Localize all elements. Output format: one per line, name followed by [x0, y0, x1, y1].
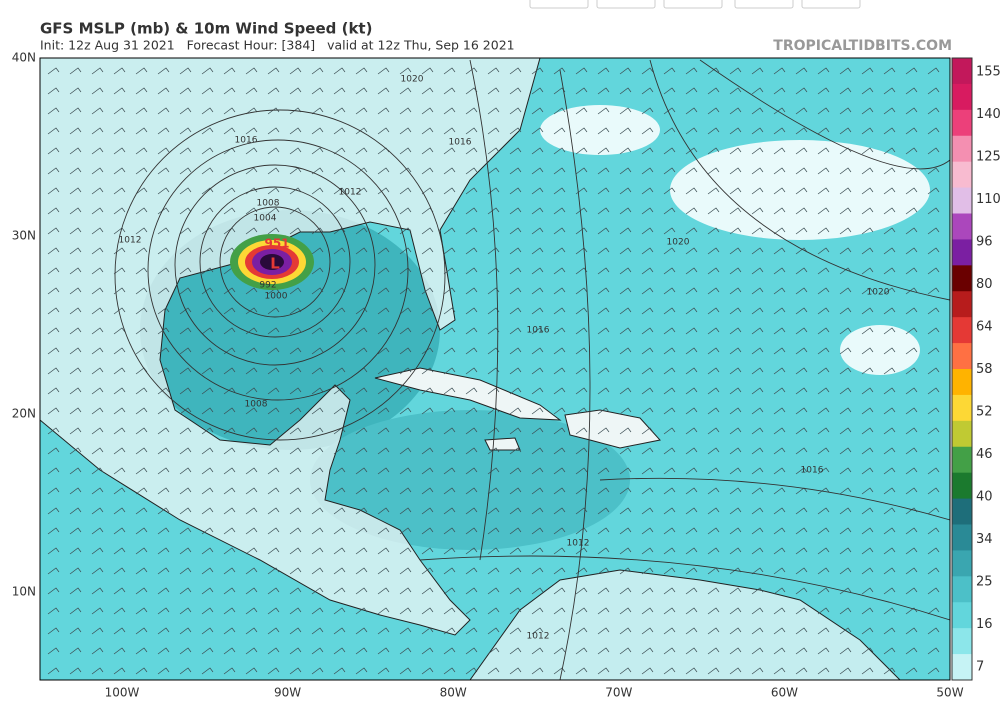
lon-label: 90W: [274, 686, 301, 700]
title: GFS MSLP (mb) & 10m Wind Speed (kt): [40, 20, 372, 38]
subtitle: Init: 12z Aug 31 2021 Forecast Hour: [38…: [40, 38, 515, 53]
isobar-label: 992: [259, 281, 276, 291]
isobar-label: 1016: [801, 466, 824, 476]
isobar-label: 1004: [254, 214, 277, 224]
low-symbol: L: [270, 255, 280, 273]
colorbar-swatch: [952, 187, 972, 214]
map: [40, 58, 950, 680]
colorbar-label: 40: [976, 490, 993, 505]
isobar-label: 1008: [257, 199, 280, 209]
wind-barbs: [40, 58, 950, 680]
colorbar-label: 58: [976, 362, 993, 377]
colorbar-swatch: [952, 369, 972, 396]
isobar-label: 1020: [401, 75, 424, 85]
colorbar-swatch: [952, 317, 972, 344]
lon-label: 60W: [771, 686, 798, 700]
colorbar-swatch: [952, 602, 972, 629]
colorbar-swatch: [952, 472, 972, 500]
button[interactable]: [801, 0, 861, 9]
colorbar-swatch: [952, 239, 972, 266]
colorbar-swatch: [952, 291, 972, 318]
colorbar-swatch: [952, 109, 972, 137]
colorbar-swatch: [952, 135, 972, 163]
site-name: TROPICALTIDBITS.COM: [773, 38, 952, 54]
low-pressure: 951: [264, 237, 289, 251]
isobar-label: 1016: [449, 138, 472, 148]
lon-label: 80W: [440, 686, 467, 700]
colorbar-swatch: [952, 576, 972, 603]
lat-label: 30N: [12, 229, 36, 243]
button[interactable]: [734, 0, 794, 9]
lat-label: 10N: [12, 585, 36, 599]
lon-label: 100W: [105, 686, 140, 700]
lon-label: 70W: [605, 686, 632, 700]
colorbar-label: 125: [976, 150, 1000, 165]
hurricane-core: [230, 234, 314, 290]
colorbar-label: 34: [976, 532, 993, 547]
colorbar-label: 140: [976, 107, 1000, 122]
button[interactable]: [529, 0, 589, 9]
isobar-label: 1012: [527, 632, 550, 642]
lat-label: 20N: [12, 407, 36, 421]
colorbar-label: 25: [976, 575, 993, 590]
isobar-label: 1008: [245, 400, 268, 410]
colorbar-label: 64: [976, 320, 993, 335]
colorbar-swatch: [952, 83, 972, 111]
map-frame: [39, 57, 951, 681]
button[interactable]: [663, 0, 723, 9]
isobars: [114, 59, 950, 680]
colorbar-label: 46: [976, 447, 993, 462]
colorbar-label: 96: [976, 235, 993, 250]
isobar-label: 1020: [667, 238, 690, 248]
colorbar-swatch: [952, 265, 972, 292]
button[interactable]: [596, 0, 656, 9]
colorbar-swatch: [952, 213, 972, 240]
colorbar-label: 16: [976, 617, 993, 632]
colorbar-swatch: [952, 58, 972, 85]
isobar-label: 1012: [339, 188, 362, 198]
isobar-label: 1016: [527, 326, 550, 336]
isobar-label: 1012: [567, 539, 590, 549]
colorbar-swatch: [952, 161, 972, 189]
colorbar-label: 110: [976, 192, 1000, 207]
colorbar-swatch: [952, 524, 972, 551]
browser-buttons: [529, 0, 861, 9]
colorbar-label: 155: [976, 65, 1000, 80]
colorbar-swatch: [952, 420, 972, 448]
colorbar-swatch: [952, 498, 972, 525]
colorbar-frame: [951, 57, 973, 681]
colorbar-swatch: [952, 550, 972, 577]
colorbar-label: 52: [976, 405, 993, 420]
colorbar-swatch: [952, 628, 972, 655]
isobar-label: 1012: [119, 236, 142, 246]
colorbar-label: 80: [976, 277, 993, 292]
colorbar-label: 7: [976, 660, 984, 675]
isobar-label: 1016: [235, 136, 258, 146]
lat-label: 40N: [12, 51, 36, 65]
colorbar-swatch: [952, 394, 972, 422]
colorbar-swatch: [952, 343, 972, 370]
lon-label: 50W: [936, 686, 963, 700]
colorbar-swatch: [952, 654, 972, 681]
isobar-label: 1020: [867, 288, 890, 298]
isobar-label: 1000: [265, 292, 288, 302]
colorbar-swatch: [952, 446, 972, 474]
